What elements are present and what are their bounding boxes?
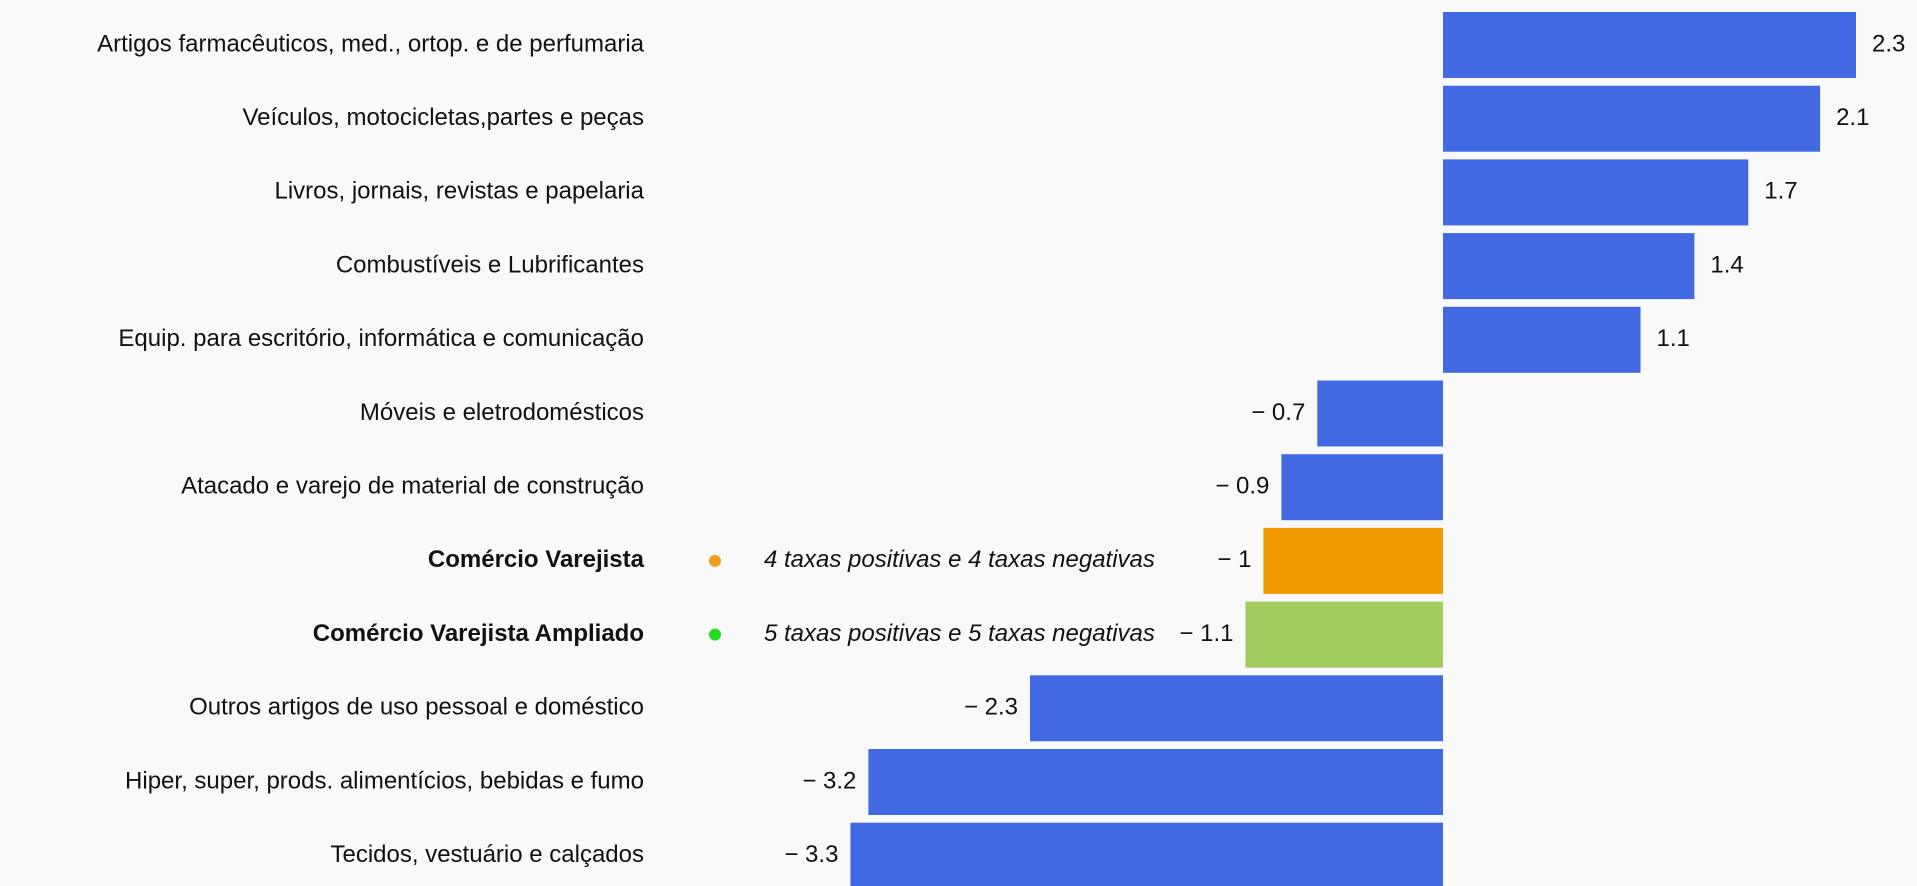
category-label: Móveis e eletrodomésticos (360, 399, 644, 426)
bar (1443, 12, 1856, 78)
bar (1245, 601, 1443, 668)
bar (1317, 380, 1443, 447)
category-label: Comércio Varejista Ampliado (313, 620, 644, 647)
value-label: − 0.7 (1251, 399, 1305, 426)
value-label: 2.1 (1836, 104, 1869, 131)
bar (1443, 159, 1749, 226)
value-label: − 1 (1217, 546, 1251, 573)
value-label: 1.7 (1764, 178, 1797, 205)
category-label: Atacado e varejo de material de construç… (181, 473, 644, 500)
value-label: − 1.1 (1179, 620, 1233, 647)
annotation-text: 4 taxas positivas e 4 taxas negativas (764, 546, 1155, 573)
category-label: Comércio Varejista (428, 546, 645, 573)
bar (1263, 527, 1443, 594)
category-label: Artigos farmacêuticos, med., ortop. e de… (97, 30, 645, 57)
value-label: 2.3 (1872, 30, 1905, 57)
annotation-dot (709, 628, 721, 641)
annotation-dot (709, 554, 721, 567)
bar (1281, 454, 1443, 521)
bar (850, 822, 1443, 886)
bar (1443, 233, 1695, 300)
value-label: − 2.3 (964, 694, 1018, 721)
value-label: 1.4 (1710, 251, 1743, 278)
annotation-text: 5 taxas positivas e 5 taxas negativas (764, 620, 1155, 647)
category-label: Equip. para escritório, informática e co… (118, 325, 644, 352)
value-label: − 0.9 (1215, 473, 1269, 500)
category-label: Veículos, motocicletas,partes e peças (242, 104, 644, 131)
value-label: − 3.3 (784, 841, 838, 868)
value-label: 1.1 (1657, 325, 1690, 352)
category-label: Combustíveis e Lubrificantes (336, 251, 644, 278)
category-label: Livros, jornais, revistas e papelaria (274, 178, 644, 205)
bar (1030, 675, 1443, 742)
category-label: Hiper, super, prods. alimentícios, bebid… (125, 767, 644, 794)
bar (1443, 85, 1821, 152)
category-label: Outros artigos de uso pessoal e doméstic… (189, 694, 644, 721)
category-label: Tecidos, vestuário e calçados (331, 841, 645, 868)
bar (1443, 306, 1641, 373)
value-label: − 3.2 (802, 767, 856, 794)
bar (868, 749, 1443, 815)
